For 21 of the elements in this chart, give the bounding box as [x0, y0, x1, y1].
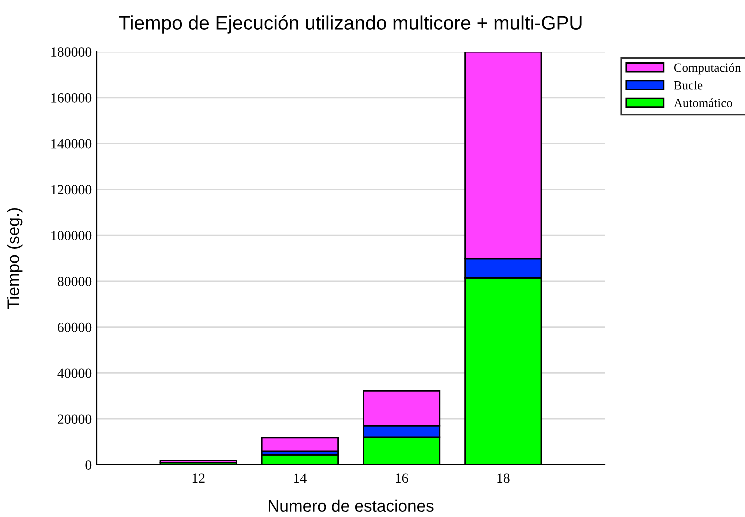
y-tick-label: 80000	[58, 277, 92, 286]
y-tick-label: 0	[86, 460, 92, 470]
y-axis-title: Tiempo (seg.)	[7, 208, 23, 310]
x-tick-label: 16	[396, 474, 408, 484]
y-tick-label: 180000	[52, 48, 92, 57]
x-axis-title: Numero de estaciones	[268, 500, 434, 512]
y-tick-label: 100000	[52, 231, 92, 241]
y-tick-label: 40000	[58, 368, 92, 378]
y-tick-label: 120000	[52, 185, 92, 195]
x-tick-label: 18	[498, 474, 510, 484]
legend-label: Automático	[674, 98, 732, 108]
legend-label: Bucle	[674, 80, 703, 90]
y-tick-label: 60000	[58, 322, 92, 332]
chart-title: Tiempo de Ejecución utilizando multicore + multi-GPU	[119, 15, 582, 34]
x-tick-label: 12	[192, 474, 205, 483]
bar	[261, 437, 339, 452]
y-tick-label: 140000	[52, 139, 92, 149]
y-tick-label: 20000	[58, 414, 92, 424]
y-tick-label: 160000	[52, 93, 92, 103]
legend-label: Computación	[674, 63, 742, 75]
x-tick-label: 14	[294, 474, 307, 483]
